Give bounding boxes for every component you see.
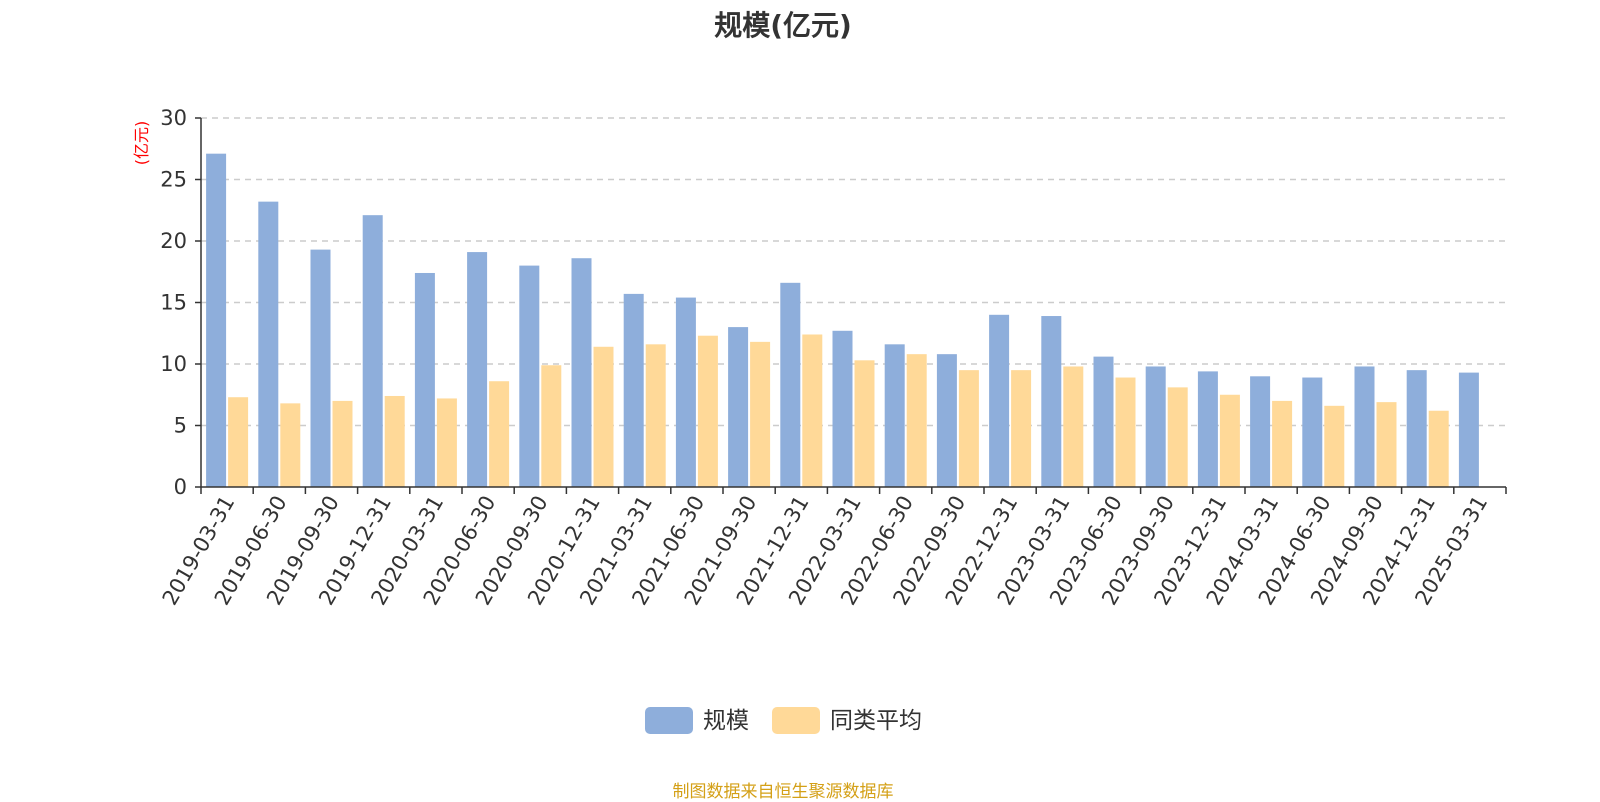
bar <box>1041 316 1062 487</box>
bar <box>1145 366 1166 487</box>
bar <box>310 249 331 487</box>
bar <box>780 282 801 487</box>
bar <box>1354 366 1375 487</box>
y-tick-label: 15 <box>160 291 187 315</box>
bar <box>1324 405 1345 487</box>
bar <box>989 314 1010 487</box>
bar <box>1250 376 1271 487</box>
legend-label: 同类平均 <box>830 708 922 734</box>
bar <box>728 327 749 487</box>
bar <box>936 354 957 487</box>
chart-title: 规模(亿元) <box>714 9 852 42</box>
y-axis-label: (亿元) <box>132 121 151 166</box>
bar <box>802 334 823 487</box>
bar <box>436 398 457 487</box>
bar <box>1011 370 1032 487</box>
bar <box>1272 400 1293 487</box>
bar <box>332 400 353 487</box>
bar <box>623 293 644 487</box>
grid-lines <box>201 117 1506 427</box>
bar <box>1458 372 1479 487</box>
source-note: 制图数据来自恒生聚源数据库 <box>672 782 894 802</box>
bar <box>467 252 488 487</box>
bars <box>206 153 1479 488</box>
y-tick-label: 5 <box>174 414 187 438</box>
bar <box>571 258 592 487</box>
bar <box>884 344 905 487</box>
bar <box>958 370 979 487</box>
bar <box>1093 356 1114 487</box>
bar <box>1219 394 1240 487</box>
bar <box>414 272 435 487</box>
bar <box>1115 377 1136 487</box>
bar <box>1063 366 1084 487</box>
bar <box>697 335 718 487</box>
y-tick-label: 25 <box>160 168 187 192</box>
bar <box>675 297 696 487</box>
bar <box>489 381 510 487</box>
bar <box>1428 410 1449 487</box>
bar <box>906 354 927 487</box>
bar <box>645 344 666 487</box>
bar <box>228 397 249 487</box>
legend: 规模 同类平均 <box>645 707 922 734</box>
bar <box>1406 370 1427 487</box>
bar <box>1376 402 1397 487</box>
bar <box>280 403 301 487</box>
y-tick-label: 10 <box>160 352 187 376</box>
bar <box>593 346 614 487</box>
bar <box>206 153 227 488</box>
bar <box>519 265 540 487</box>
bar <box>750 341 771 487</box>
bar <box>258 201 279 487</box>
legend-swatch <box>772 707 820 734</box>
bar <box>854 360 875 487</box>
bar-chart: 051015202530(亿元)2019-03-312019-06-302019… <box>132 106 1507 734</box>
y-tick-label: 20 <box>160 229 187 253</box>
bar <box>1167 387 1188 487</box>
legend-label: 规模 <box>703 708 749 734</box>
y-tick-label: 0 <box>174 475 187 499</box>
legend-swatch <box>645 707 693 734</box>
bar <box>1302 377 1323 487</box>
y-tick-label: 30 <box>160 106 187 130</box>
bar <box>362 215 383 488</box>
bar <box>541 365 562 487</box>
bar <box>1197 371 1218 487</box>
bar <box>384 395 405 487</box>
bar <box>832 330 853 487</box>
